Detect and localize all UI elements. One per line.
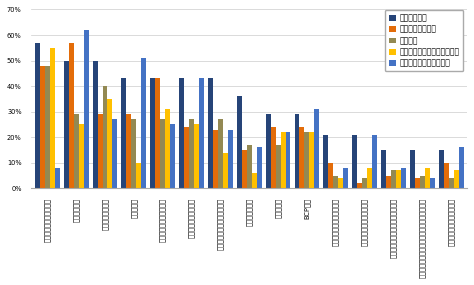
Bar xyxy=(213,130,218,188)
Bar xyxy=(64,60,69,188)
Bar xyxy=(333,176,338,188)
Bar xyxy=(170,125,175,188)
Bar xyxy=(69,43,73,188)
Bar xyxy=(381,150,386,188)
Bar xyxy=(328,163,333,188)
Bar xyxy=(357,183,362,188)
Bar xyxy=(252,173,257,188)
Bar xyxy=(98,114,102,188)
Bar xyxy=(300,127,304,188)
Bar xyxy=(223,152,228,188)
Bar xyxy=(208,78,213,188)
Bar xyxy=(155,78,160,188)
Bar xyxy=(343,168,348,188)
Bar xyxy=(150,78,155,188)
Bar xyxy=(396,170,401,188)
Bar xyxy=(444,163,449,188)
Bar xyxy=(454,170,459,188)
Bar xyxy=(40,66,45,188)
Bar xyxy=(294,114,300,188)
Bar xyxy=(189,119,194,188)
Bar xyxy=(459,147,464,188)
Bar xyxy=(55,168,60,188)
Bar xyxy=(271,127,275,188)
Bar xyxy=(304,132,310,188)
Bar xyxy=(237,96,242,188)
Bar xyxy=(247,145,252,188)
Bar xyxy=(449,178,454,188)
Bar xyxy=(257,147,262,188)
Bar xyxy=(218,119,223,188)
Bar xyxy=(35,43,40,188)
Bar xyxy=(199,78,204,188)
Bar xyxy=(102,86,108,188)
Bar xyxy=(372,135,377,188)
Bar xyxy=(165,109,170,188)
Bar xyxy=(323,135,328,188)
Bar xyxy=(275,145,281,188)
Bar xyxy=(415,178,420,188)
Bar xyxy=(352,135,357,188)
Bar xyxy=(266,114,271,188)
Bar xyxy=(73,114,79,188)
Bar xyxy=(401,168,406,188)
Bar xyxy=(112,119,118,188)
Bar xyxy=(131,119,137,188)
Bar xyxy=(281,132,285,188)
Bar xyxy=(386,176,391,188)
Bar xyxy=(430,178,435,188)
Bar xyxy=(310,132,314,188)
Bar xyxy=(391,170,396,188)
Bar xyxy=(439,150,444,188)
Bar xyxy=(45,66,50,188)
Bar xyxy=(194,125,199,188)
Bar xyxy=(362,178,367,188)
Bar xyxy=(285,132,291,188)
Bar xyxy=(83,30,89,188)
Bar xyxy=(367,168,372,188)
Bar xyxy=(420,176,425,188)
Bar xyxy=(338,178,343,188)
Bar xyxy=(137,163,141,188)
Bar xyxy=(160,119,165,188)
Bar xyxy=(79,125,83,188)
Bar xyxy=(108,99,112,188)
Legend: 良化している, やや良化している, 変化なし, 悪化したが、回復傾向にある, 悪化し、回復していない: 良化している, やや良化している, 変化なし, 悪化したが、回復傾向にある, 悪… xyxy=(385,10,463,72)
Bar xyxy=(242,150,247,188)
Bar xyxy=(425,168,430,188)
Bar xyxy=(314,109,319,188)
Bar xyxy=(184,127,189,188)
Bar xyxy=(141,58,146,188)
Bar xyxy=(50,48,55,188)
Bar xyxy=(127,114,131,188)
Bar xyxy=(92,60,98,188)
Bar xyxy=(228,130,233,188)
Bar xyxy=(410,150,415,188)
Bar xyxy=(179,78,184,188)
Bar xyxy=(121,78,127,188)
